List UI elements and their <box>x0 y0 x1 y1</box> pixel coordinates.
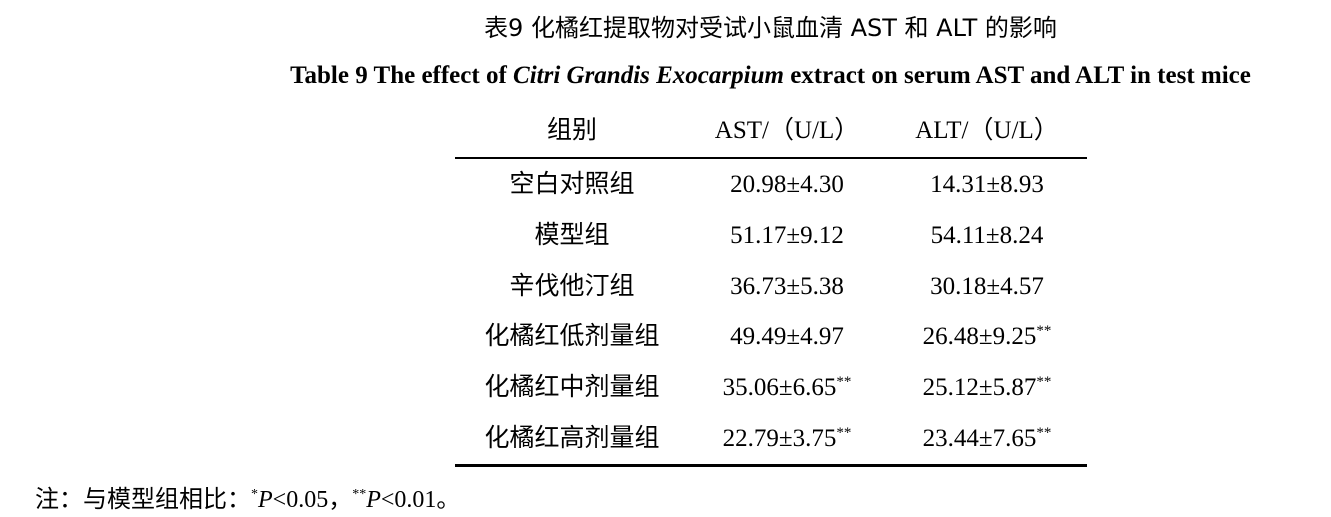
cell-text: 14.31±8.93 <box>930 171 1044 198</box>
title-part: Table 9 The effect of <box>290 62 514 89</box>
cell-text: 模型组 <box>534 221 610 249</box>
value-cell: 26.48±9.25** <box>872 322 1102 352</box>
cell-text: 25.12±5.87 <box>922 374 1037 402</box>
value-cell: 20.98±4.30 <box>672 170 902 200</box>
group-cell: 模型组 <box>457 221 687 251</box>
title-part: Citri Grandis Exocarpium <box>513 62 784 89</box>
value-cell: 14.31±8.93 <box>872 170 1102 200</box>
header-cell: AST/（U/L） <box>714 117 860 144</box>
cell-text: 20.98±4.30 <box>730 171 844 198</box>
significance-mark: ** <box>836 374 852 391</box>
cell-text: 51.17±9.12 <box>730 221 844 249</box>
cell-text: 化橘红低剂量组 <box>484 323 660 351</box>
cell-text: 空白对照组 <box>509 171 635 198</box>
cell-text: 36.73±5.38 <box>730 272 844 300</box>
header-cell: ALT/（U/L） <box>915 117 1059 144</box>
title-en: Table 9 The effect of Citri Grandis Exoc… <box>0 62 1331 90</box>
header-rule <box>455 157 1087 159</box>
group-cell: 辛伐他汀组 <box>457 272 687 302</box>
value-cell: 25.12±5.87** <box>872 373 1102 403</box>
cell-text: 49.49±4.97 <box>730 323 844 351</box>
cell-text: 辛伐他汀组 <box>509 272 635 300</box>
cell-text: 化橘红高剂量组 <box>484 425 660 452</box>
cell-text: 54.11±8.24 <box>930 221 1044 249</box>
value-cell: 23.44±7.65** <box>872 424 1102 454</box>
note-part: <0.01。 <box>380 487 461 513</box>
significance-mark: ** <box>1036 323 1052 340</box>
cell-text: 26.48±9.25 <box>922 323 1037 351</box>
significance-mark: ** <box>836 425 852 441</box>
cell-text: 23.44±7.65 <box>922 425 1037 452</box>
note-part: ** <box>352 487 367 502</box>
value-cell: 22.79±3.75** <box>672 424 902 454</box>
group-cell: 化橘红中剂量组 <box>457 373 687 403</box>
group-cell: 化橘红低剂量组 <box>457 322 687 352</box>
note-part: * <box>251 487 258 502</box>
note: 注：与模型组相比：*P<0.05，**P<0.01。 <box>35 479 460 514</box>
note-part: P <box>366 487 381 513</box>
value-cell: 49.49±4.97 <box>672 322 902 352</box>
value-cell: 51.17±9.12 <box>672 221 902 251</box>
group-cell: 化橘红高剂量组 <box>457 424 687 454</box>
bottom-rule <box>455 464 1087 467</box>
cell-text: 30.18±4.57 <box>930 272 1044 300</box>
title-part: extract on serum AST and ALT in test mic… <box>783 62 1251 89</box>
note-part: P <box>258 487 273 513</box>
header-cell: 组别 <box>546 117 597 144</box>
value-cell: 35.06±6.65** <box>672 373 902 403</box>
value-cell: 54.11±8.24 <box>872 221 1102 251</box>
cell-text: 35.06±6.65 <box>722 374 837 402</box>
note-part: 注：与模型组相比： <box>35 487 251 513</box>
title-cn: 表9 化橘红提取物对受试小鼠血清 AST 和 ALT 的影响 <box>484 14 1057 42</box>
note-part: <0.05， <box>272 487 353 513</box>
value-cell: 30.18±4.57 <box>872 272 1102 302</box>
cell-text: 22.79±3.75 <box>722 425 837 452</box>
cell-text: 化橘红中剂量组 <box>484 374 660 402</box>
value-cell: 36.73±5.38 <box>672 272 902 302</box>
significance-mark: ** <box>1036 374 1052 391</box>
significance-mark: ** <box>1036 425 1052 441</box>
group-cell: 空白对照组 <box>457 170 687 200</box>
